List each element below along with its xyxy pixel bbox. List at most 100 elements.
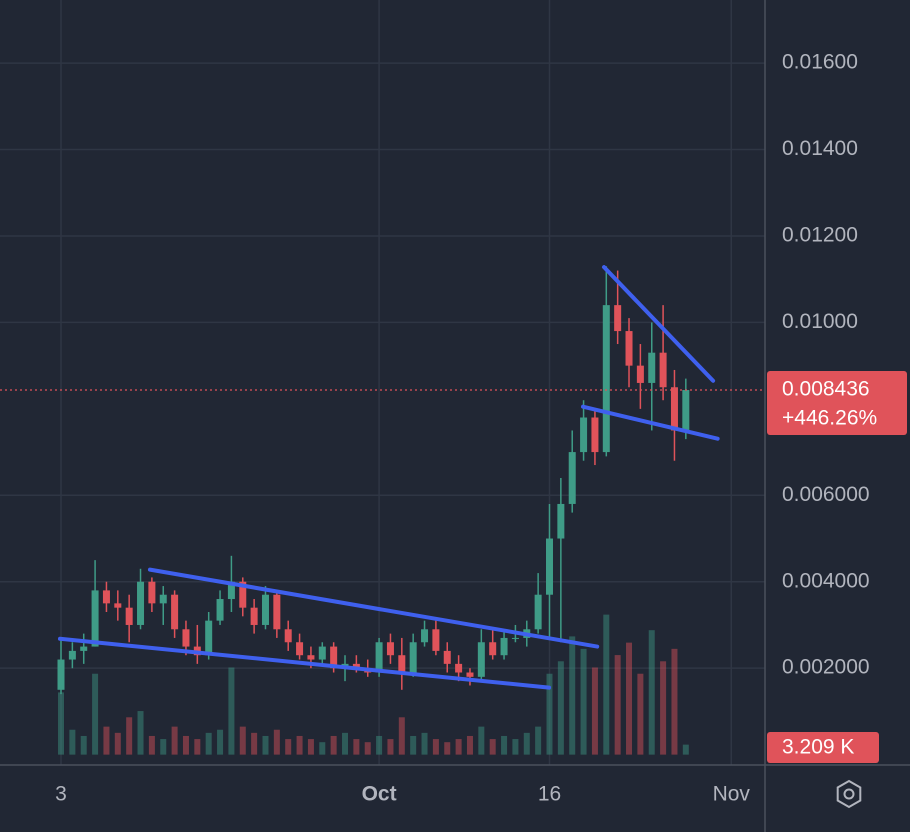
volume-bar xyxy=(432,739,439,755)
candle-body xyxy=(659,352,667,388)
candle-body xyxy=(443,650,451,664)
candle-body xyxy=(511,637,519,639)
volume-bar xyxy=(671,648,678,755)
volume-bar xyxy=(285,739,292,755)
volume-bar xyxy=(353,739,360,755)
volume-label: 3.209 K xyxy=(782,736,854,759)
volume-bar xyxy=(307,739,314,755)
y-tick-label: 0.01400 xyxy=(782,137,858,160)
candle-body xyxy=(159,594,167,604)
candle-body xyxy=(398,655,406,673)
candle-body xyxy=(330,646,338,669)
volume-bar xyxy=(171,726,178,755)
candle-body xyxy=(455,663,463,673)
candle-body xyxy=(227,581,235,600)
volume-bar xyxy=(478,726,485,755)
candle-body xyxy=(273,594,281,630)
x-tick-label: Nov xyxy=(713,783,751,806)
candle-body xyxy=(261,594,269,625)
volume-bar xyxy=(557,661,564,755)
trendline xyxy=(581,404,720,441)
candle-body xyxy=(205,620,213,656)
candle-body xyxy=(409,642,417,673)
price-label: 0.008436 xyxy=(782,378,870,401)
candle-body xyxy=(557,503,565,539)
volume-bar xyxy=(455,739,462,755)
settings-icon[interactable] xyxy=(836,779,862,809)
candle-body xyxy=(137,581,145,625)
trendline xyxy=(147,567,600,649)
volume-bar xyxy=(512,739,519,755)
candle-body xyxy=(182,629,190,647)
volume-bar xyxy=(591,667,598,755)
volume-bar xyxy=(569,636,576,755)
volume-bar xyxy=(114,732,121,755)
x-tick-label: Oct xyxy=(362,783,397,806)
candle-body xyxy=(296,642,304,656)
volume-bar xyxy=(580,648,587,755)
volume-bar xyxy=(603,614,610,755)
change-label: +446.26% xyxy=(782,407,877,430)
volume-bar xyxy=(535,726,542,755)
candle-body xyxy=(307,655,315,660)
candle-body xyxy=(648,352,656,383)
volume-bar xyxy=(614,655,621,755)
volume-bar xyxy=(103,726,110,755)
plot xyxy=(0,0,765,765)
candle-body xyxy=(580,417,588,453)
candle-body xyxy=(670,387,678,431)
volume-bar xyxy=(160,739,167,755)
candle-body xyxy=(80,646,88,651)
candle-body xyxy=(602,305,610,453)
volume-bar xyxy=(58,692,65,755)
candle-body xyxy=(591,417,599,453)
candle-body xyxy=(545,538,553,595)
volume-bar xyxy=(660,661,667,755)
settings-hexagon xyxy=(836,779,862,809)
candle-body xyxy=(125,607,133,625)
candle-body xyxy=(375,642,383,673)
candle-body xyxy=(57,659,65,690)
candle-body xyxy=(421,629,429,643)
volume-bar xyxy=(194,739,201,755)
candle-body xyxy=(216,599,224,621)
candle-body xyxy=(386,642,394,656)
trendline xyxy=(57,636,552,690)
candle-body xyxy=(318,646,326,660)
candle-body xyxy=(614,305,622,332)
overlay: 0.002000 0.004000 0.006000 0.01000 0.01200 0.… xyxy=(0,51,907,806)
volume-bar xyxy=(182,735,189,755)
candle-body xyxy=(489,642,497,656)
candle-body xyxy=(500,637,508,656)
candle-body xyxy=(352,663,360,669)
y-tick-label: 0.002000 xyxy=(782,656,870,679)
volume-bar xyxy=(342,732,349,755)
volume-bar xyxy=(546,673,553,755)
volume-bar xyxy=(148,735,155,755)
volume-label-box xyxy=(767,732,879,763)
candle-body xyxy=(432,629,440,651)
volume-bar xyxy=(682,744,689,755)
volume-bar xyxy=(239,726,246,755)
candle-body xyxy=(171,594,179,630)
volume-bar xyxy=(228,667,235,755)
volume-bar xyxy=(262,735,269,755)
candle-body xyxy=(148,581,156,604)
candle-body xyxy=(284,629,292,643)
y-tick-label: 0.01200 xyxy=(782,224,858,247)
y-tick-label: 0.01600 xyxy=(782,51,858,74)
candle-body xyxy=(477,642,485,677)
candle-body xyxy=(534,594,542,630)
volume-bar xyxy=(398,717,405,755)
volume-bar xyxy=(489,739,496,755)
volume-bar xyxy=(637,673,644,755)
volume-bar xyxy=(296,735,303,755)
volume-bar xyxy=(126,717,133,755)
candle-body xyxy=(91,590,99,647)
candle-body xyxy=(68,650,76,660)
volume-bar xyxy=(217,729,224,755)
volume-bar xyxy=(523,732,530,755)
volume-bar xyxy=(330,735,337,755)
x-tick-label: 16 xyxy=(538,783,561,806)
